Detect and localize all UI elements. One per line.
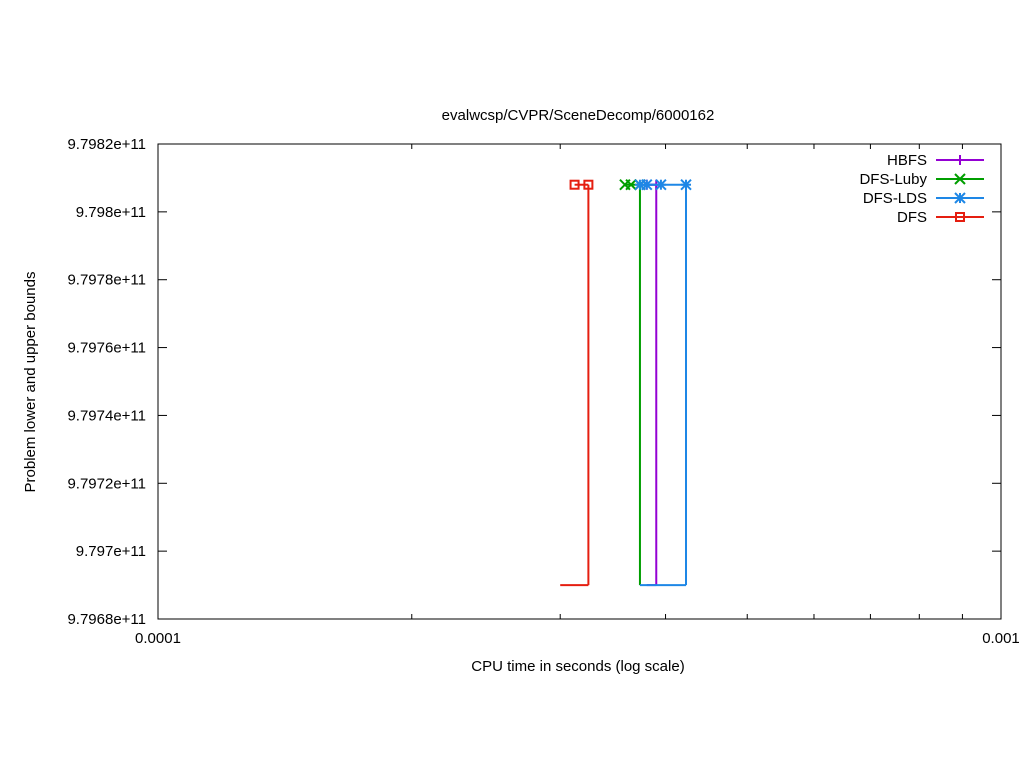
marker-cross <box>954 173 966 185</box>
marker-star <box>641 179 653 191</box>
y-tick-label: 9.7968e+11 <box>67 611 146 628</box>
marker-stroke <box>680 179 692 191</box>
legend-item-dfs-luby: DFS-Luby <box>859 171 984 188</box>
plot-frame <box>157 143 1002 620</box>
marker-stroke <box>569 179 580 190</box>
marker-stroke <box>955 212 965 222</box>
y-tick-label: 9.798e+11 <box>76 204 146 221</box>
x-axis-label: CPU time in seconds (log scale) <box>471 658 684 675</box>
series-dfs <box>560 179 594 587</box>
y-tick-label: 9.7972e+11 <box>67 475 146 492</box>
y-tick-label: 9.7976e+11 <box>67 340 146 357</box>
marker-cross <box>625 179 637 191</box>
x-tick-label: 0.001 <box>982 630 1020 647</box>
marker-plus <box>955 155 965 165</box>
chart-title: evalwcsp/CVPR/SceneDecomp/6000162 <box>442 107 715 124</box>
marker-stroke <box>641 179 653 191</box>
marker-stroke <box>583 179 594 190</box>
y-tick-label: 9.797e+11 <box>76 543 146 560</box>
marker-star <box>954 192 966 204</box>
y-axis-label: Problem lower and upper bounds <box>22 272 39 493</box>
marker-stroke <box>655 179 667 191</box>
legend-label: DFS <box>897 209 927 226</box>
marker-star <box>680 179 692 191</box>
legend-label: DFS-LDS <box>863 190 927 207</box>
marker-stroke <box>954 173 966 185</box>
marker-stroke <box>625 179 637 191</box>
y-tick-label: 9.7974e+11 <box>67 407 146 424</box>
axis-ticks: 9.7968e+11 9.797e+11 9.7972e+11 9.7974e+11 9… <box>67 136 1019 647</box>
legend-item-hbfs: HBFS <box>887 152 984 169</box>
marker-star <box>655 179 667 191</box>
marker-square <box>955 212 965 222</box>
legend-label: DFS-Luby <box>859 171 927 188</box>
plot-series <box>560 179 692 587</box>
y-tick-label: 9.7978e+11 <box>67 272 146 289</box>
y-tick-label: 9.7982e+11 <box>67 136 146 153</box>
marker-square <box>583 179 594 190</box>
legend-label: HBFS <box>887 152 927 169</box>
legend-item-dfs-lds: DFS-LDS <box>863 190 984 207</box>
marker-stroke <box>954 192 966 204</box>
marker-square <box>569 179 580 190</box>
legend-item-dfs: DFS <box>897 209 984 226</box>
legend: HBFS DFS-Luby DFS-LDS DFS <box>859 152 984 226</box>
series-dfs-lds <box>634 179 692 587</box>
x-tick-label: 0.0001 <box>135 630 181 647</box>
